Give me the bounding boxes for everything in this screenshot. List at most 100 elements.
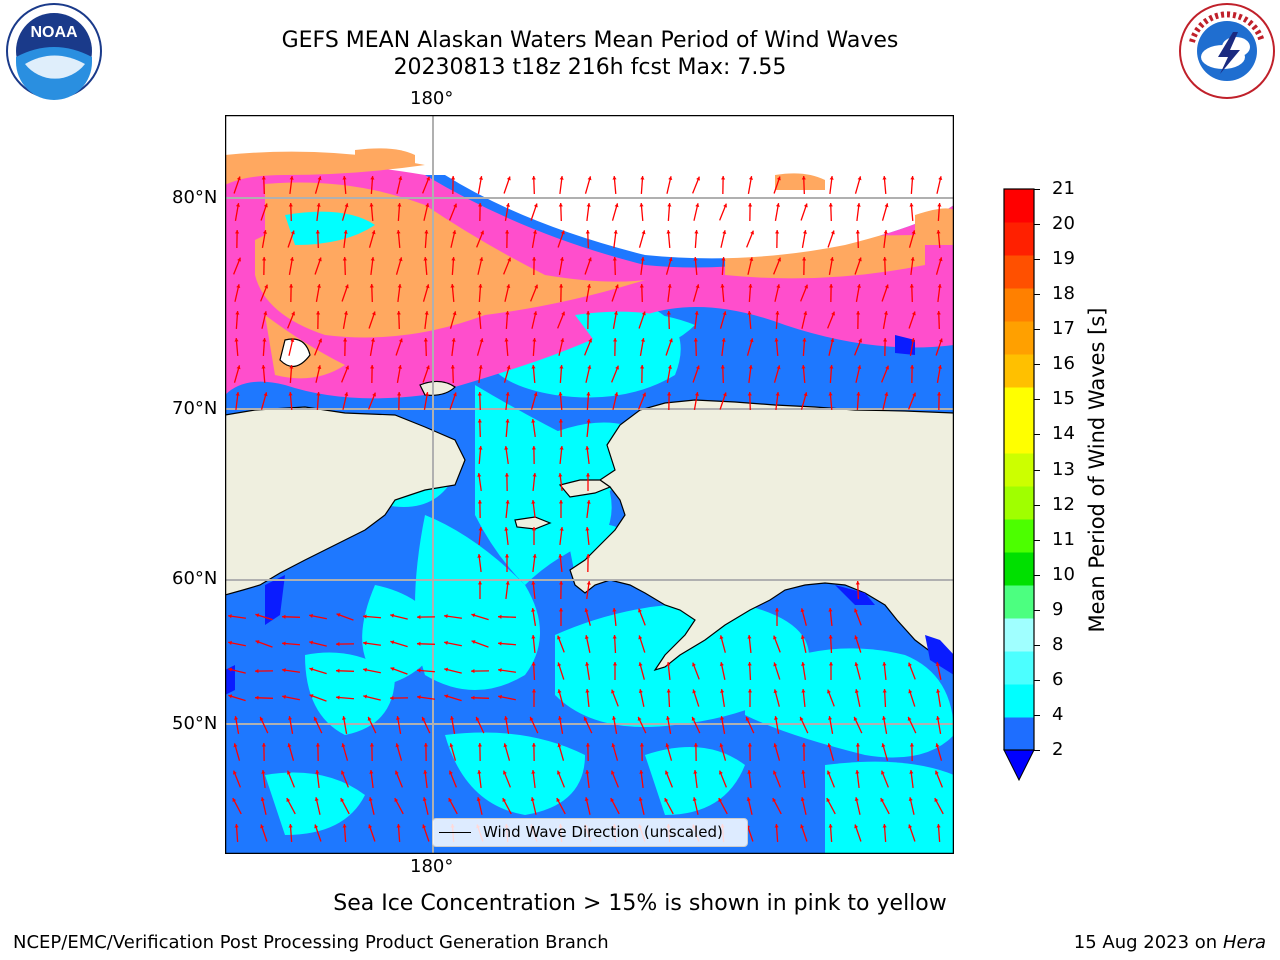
wave-arrow-head <box>584 608 589 613</box>
colorbar-tick-label: 11 <box>1052 528 1075 550</box>
wave-arrow-head <box>585 770 590 774</box>
wave-arrow-head <box>722 230 727 235</box>
wave-arrow-head <box>588 338 592 343</box>
wave-arrow-head <box>908 689 913 694</box>
wave-arrow-head <box>370 257 375 261</box>
wave-arrow-head <box>747 635 752 639</box>
wave-arrow-head <box>721 257 726 261</box>
wave-arrow-head <box>775 392 780 396</box>
wave-arrow-head <box>668 338 673 343</box>
wave-arrow-head <box>505 392 510 396</box>
wave-arrow-head <box>398 257 403 262</box>
wave-arrow-head <box>344 284 349 289</box>
wave-arrow-head <box>369 770 374 774</box>
wave-arrow-head <box>479 338 484 343</box>
wave-arrow-head <box>477 392 482 396</box>
wave-arrow-head <box>747 743 752 747</box>
wave-arrow-head <box>558 608 564 612</box>
wave-arrow-head <box>371 230 376 235</box>
wave-arrow-head <box>255 669 259 674</box>
wave-arrow-head <box>612 662 618 666</box>
colorbar-gradient <box>1003 188 1035 782</box>
colorbar <box>1000 185 1080 785</box>
wave-arrow-head <box>477 554 482 558</box>
wave-arrow-head <box>259 716 264 721</box>
wave-arrow-head <box>800 797 805 802</box>
wave-arrow-head <box>417 615 421 620</box>
nws-logo-icon <box>1179 3 1275 99</box>
wave-arrow-head <box>504 446 509 450</box>
wave-arrow-head <box>343 230 348 234</box>
wave-arrow-head <box>828 635 833 639</box>
wave-arrow-head <box>451 176 456 180</box>
wave-arrow-head <box>262 230 267 234</box>
wave-arrow-head <box>883 338 888 342</box>
wave-arrow-head <box>640 365 645 369</box>
wave-arrow-head <box>776 365 781 370</box>
wave-arrow-head <box>289 365 294 369</box>
wave-arrow-head <box>586 284 591 288</box>
wave-arrow-head <box>390 613 395 618</box>
wave-arrow-head <box>583 716 588 721</box>
wave-arrow-head <box>613 338 618 342</box>
colorbar-label: Mean Period of Wind Waves [s] <box>1085 307 1109 633</box>
wave-arrow-head <box>498 694 502 699</box>
wave-arrow-head <box>475 716 480 721</box>
wave-arrow-head <box>314 824 319 829</box>
wave-arrow-head <box>317 365 322 370</box>
wave-arrow-head <box>800 635 805 639</box>
wave-arrow-head <box>559 446 564 450</box>
wave-arrow-head <box>236 284 241 289</box>
wave-arrow-head <box>282 641 286 646</box>
colorbar-tick-label: 13 <box>1052 458 1075 480</box>
wave-arrow-head <box>396 824 401 828</box>
wave-arrow-head <box>693 770 698 774</box>
wave-arrow-head <box>506 284 511 289</box>
wave-arrow-head <box>336 613 341 618</box>
wave-arrow-head <box>531 527 537 531</box>
wave-arrow-head <box>801 743 806 747</box>
colorbar-tick-mark <box>1034 609 1040 611</box>
wave-arrow-head <box>910 176 915 180</box>
wave-arrow-head <box>532 230 537 234</box>
wave-arrow-head <box>803 203 808 208</box>
wave-arrow-head <box>695 365 700 370</box>
wave-arrow-head <box>748 203 753 207</box>
wave-arrow-head <box>232 798 237 803</box>
wave-arrow-head <box>749 338 754 343</box>
wave-arrow-head <box>367 716 372 721</box>
wave-arrow-head <box>827 689 831 694</box>
wave-arrow-head <box>748 176 753 180</box>
wave-arrow-head <box>665 770 669 775</box>
wave-arrow-head <box>370 176 375 180</box>
wave-arrow-head <box>477 500 482 504</box>
wave-arrow-head <box>883 311 888 315</box>
wave-arrow-head <box>444 667 449 672</box>
wave-arrow-head <box>480 230 484 235</box>
wave-arrow-head <box>831 311 835 316</box>
wave-arrow-head <box>264 284 268 289</box>
wave-arrow-head <box>228 614 232 619</box>
colorbar-tick-mark <box>1034 679 1040 681</box>
wave-arrow-head <box>425 284 430 289</box>
wave-arrow-head <box>747 689 753 693</box>
wave-arrow-head <box>853 716 858 721</box>
wave-arrow-head <box>586 203 591 207</box>
wave-arrow-head <box>559 365 564 369</box>
wave-arrow-head <box>290 338 295 343</box>
wave-arrow-head <box>263 392 268 397</box>
wave-arrow-head <box>395 743 400 748</box>
wave-arrow-head <box>883 230 888 234</box>
wave-arrow-head <box>478 176 483 180</box>
wave-arrow-head <box>641 230 646 235</box>
wave-arrow-head <box>504 527 509 531</box>
wave-arrow-head <box>444 614 448 619</box>
wave-arrow-head <box>828 662 834 666</box>
wave-arrow-head <box>444 640 448 645</box>
wave-arrow-head <box>584 635 589 639</box>
wave-arrow-head <box>748 365 753 369</box>
wave-arrow-head <box>477 311 482 315</box>
wave-arrow-head <box>745 716 750 721</box>
colorbar-segment <box>1004 684 1034 718</box>
wave-arrow-head <box>309 694 314 699</box>
